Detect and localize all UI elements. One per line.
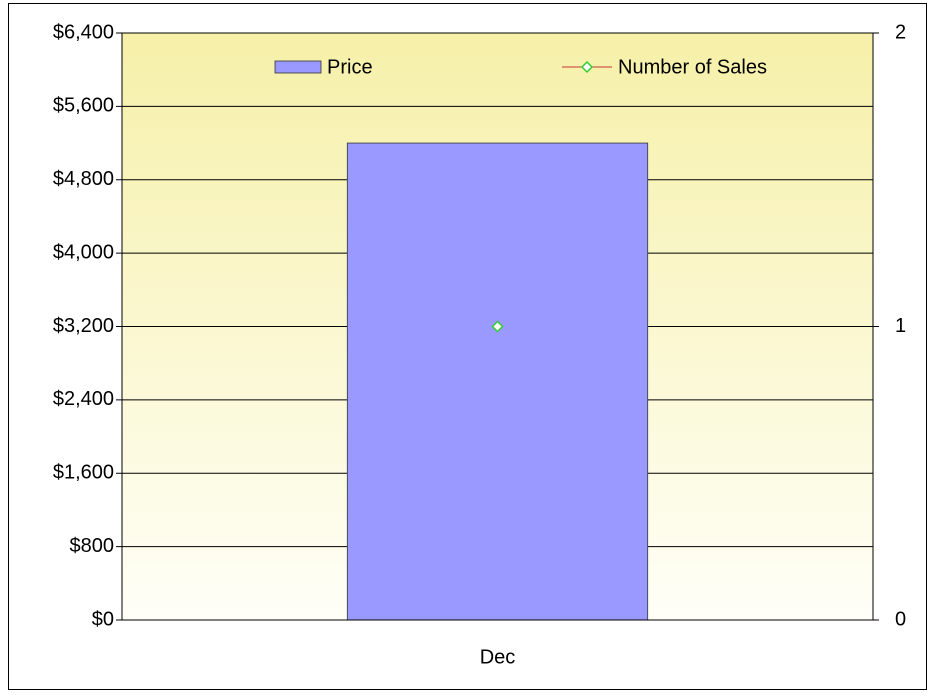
bar xyxy=(346,142,649,621)
y2-tick-label: 2 xyxy=(895,21,906,43)
y-tick-label: $2,400 xyxy=(53,388,114,410)
x-tick-label: Dec xyxy=(480,646,516,668)
line-marker xyxy=(491,320,504,333)
legend-swatch xyxy=(274,60,322,74)
y-tick-label: $3,200 xyxy=(53,315,114,337)
legend-marker xyxy=(580,60,594,74)
y2-tick-label: 1 xyxy=(895,315,906,337)
legend-label: Number of Sales xyxy=(618,56,767,78)
y-tick-label: $5,600 xyxy=(53,95,114,117)
y2-tick-label: 0 xyxy=(895,608,906,630)
legend-label: Price xyxy=(327,56,373,78)
y-tick-label: $0 xyxy=(92,608,114,630)
y-tick-label: $1,600 xyxy=(53,462,114,484)
y-tick-label: $4,000 xyxy=(53,241,114,263)
y-tick-label: $4,800 xyxy=(53,168,114,190)
y-tick-label: $6,400 xyxy=(53,21,114,43)
y-tick-label: $800 xyxy=(70,535,115,557)
